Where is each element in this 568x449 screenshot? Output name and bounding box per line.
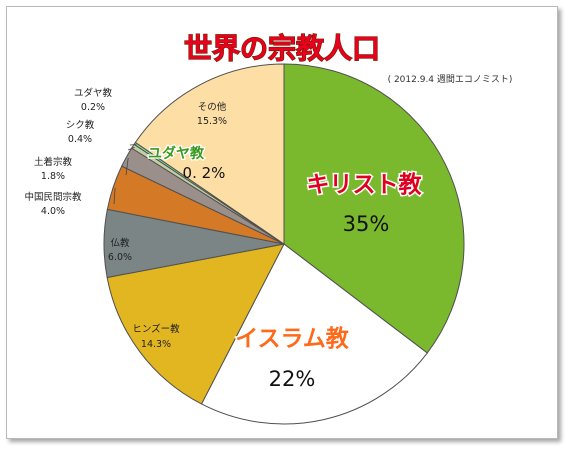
slice-label-value-6: 0.4% [68,134,92,145]
slice-label-value-4: 4.0% [41,206,65,217]
slice-label-name-4: 中国民間宗教 [24,191,82,203]
slice-label-value-1: 22% [269,367,316,391]
slice-1 [200,243,428,425]
pie-slices [103,63,465,425]
pie-labels: キリスト教 35% イスラム教 22% ヒンズー教 14.3% 仏教 6.0% その他 15.3%… [24,87,424,391]
callout-value: 0. 2% [183,164,226,182]
slice-label-value-3: 6.0% [108,252,132,263]
slice-label-value-5: 1.8% [41,171,65,182]
slice-label-name-5: 土着宗教 [34,156,73,168]
slice-0 [283,63,465,354]
leader-line-6 [127,146,135,151]
source-note: ( 2012.9.4 週間エコノミスト) [388,74,513,85]
callout-name: ユダヤ教 [148,145,205,162]
slice-label-name-6: シク教 [66,119,95,131]
slice-label-name-0: キリスト教 [307,171,423,198]
leader-line-4 [113,187,116,205]
leader-line-5 [125,157,129,176]
slice-label-name-7: ユダヤ教 [74,87,113,99]
slice-label-value-2: 14.3% [141,339,171,350]
slice-label-name-8: その他 [198,101,227,113]
slice-label-value-7: 0.2% [81,102,105,113]
slice-8 [134,63,285,245]
leader-line-7 [129,144,137,146]
slice-label-value-0: 35% [343,212,390,236]
chart-title: 世界の宗教人口 [184,32,380,65]
slice-label-value-8: 15.3% [197,116,227,127]
slice-label-name-2: ヒンズー教 [132,323,180,335]
slice-label-name-3: 仏教 [110,237,130,249]
slice-2 [106,243,285,405]
slice-label-name-1: イスラム教 [235,325,350,352]
